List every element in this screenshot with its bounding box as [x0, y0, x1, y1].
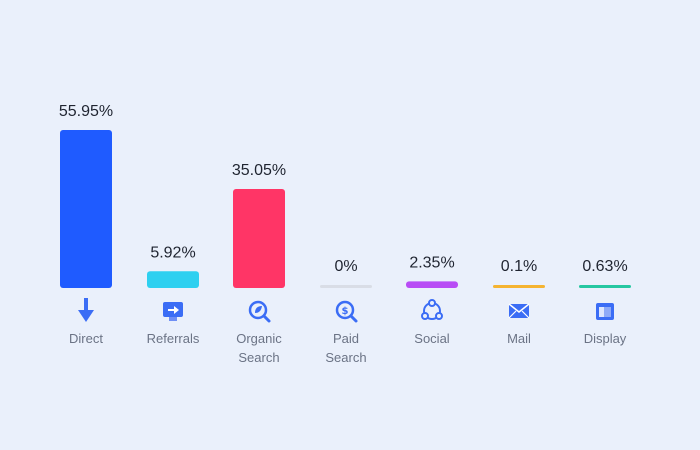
- category-label-6-line-1: Mail: [507, 331, 531, 346]
- bar-3: [233, 189, 285, 288]
- category-label-4-line-1: Paid: [333, 331, 359, 346]
- svg-text:$: $: [342, 306, 349, 317]
- value-label-7: 0.63%: [582, 258, 627, 275]
- display-icon: [596, 303, 614, 320]
- value-label-5: 2.35%: [409, 254, 454, 271]
- bar-6: [493, 285, 545, 288]
- paid-search-icon: $: [335, 300, 358, 323]
- category-label-1-line-1: Direct: [69, 331, 103, 346]
- category-label-3-line-2: Search: [238, 350, 279, 365]
- value-label-1: 55.95%: [59, 103, 113, 120]
- bar-7: [579, 285, 631, 288]
- category-label-3-line-1: Organic: [236, 331, 282, 346]
- social-network-icon: [421, 299, 443, 320]
- bar-5: [406, 281, 458, 288]
- bar-4: [320, 285, 372, 288]
- category-label-5-line-1: Social: [414, 331, 450, 346]
- category-label-4-line-2: Search: [325, 350, 366, 365]
- value-label-4: 0%: [334, 258, 357, 275]
- bar-1: [60, 130, 112, 288]
- referral-screen-icon: [163, 302, 183, 321]
- organic-search-icon: [248, 300, 271, 323]
- value-label-2: 5.92%: [150, 244, 195, 261]
- arrow-down-icon: [78, 298, 94, 322]
- category-label-7-line-1: Display: [584, 331, 627, 346]
- value-label-6: 0.1%: [501, 258, 537, 275]
- mail-icon: [508, 303, 530, 319]
- bar-2: [147, 271, 199, 288]
- value-label-3: 35.05%: [232, 162, 286, 179]
- category-label-2-line-1: Referrals: [147, 331, 200, 346]
